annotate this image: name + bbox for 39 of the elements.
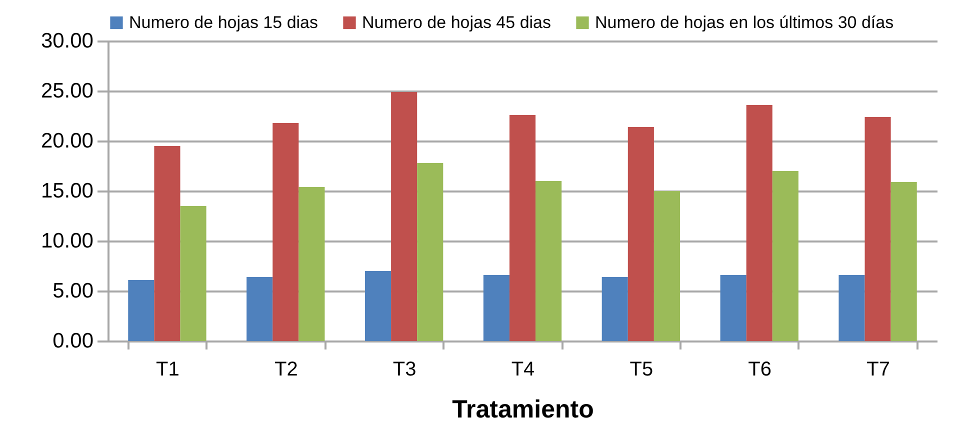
legend-label: Numero de hojas 15 dias [129,12,318,32]
bar [602,277,628,341]
x-tick-label: T2 [274,358,298,380]
bar [654,191,680,341]
bar [417,163,444,341]
y-tick-label: 5.00 [52,280,94,302]
y-tick-label: 30.00 [40,30,94,52]
bar [720,275,746,341]
bar [536,181,562,341]
bar [246,277,273,341]
y-tick-label: 10.00 [40,230,94,252]
y-tick-label: 15.00 [40,180,94,202]
bar [391,92,418,341]
x-tick-label: T6 [748,358,772,380]
legend-label: Numero de hojas en los últimos 30 días [595,12,894,32]
bar [272,123,299,341]
bar [838,275,865,341]
bar [128,280,154,341]
bar [628,127,654,341]
x-tick-label: T1 [156,358,180,380]
y-tick-label: 25.00 [40,80,94,102]
x-axis-title: Tratamiento [452,396,594,424]
bar [772,171,798,341]
x-tick-label: T5 [630,358,654,380]
bar [746,105,772,341]
x-tick-label: T3 [392,358,416,380]
bar [890,182,917,341]
x-tick-label: T7 [866,358,890,380]
bar [483,275,510,341]
y-tick-label: 20.00 [40,130,94,152]
bar [864,117,891,341]
legend-label: Numero de hojas 45 dias [362,12,552,32]
bar [298,187,325,341]
bar [180,206,206,341]
bar [509,115,536,341]
bar [364,271,392,341]
x-tick-label: T4 [511,358,535,380]
y-tick-label: 0.00 [52,330,94,352]
bar [154,146,180,341]
